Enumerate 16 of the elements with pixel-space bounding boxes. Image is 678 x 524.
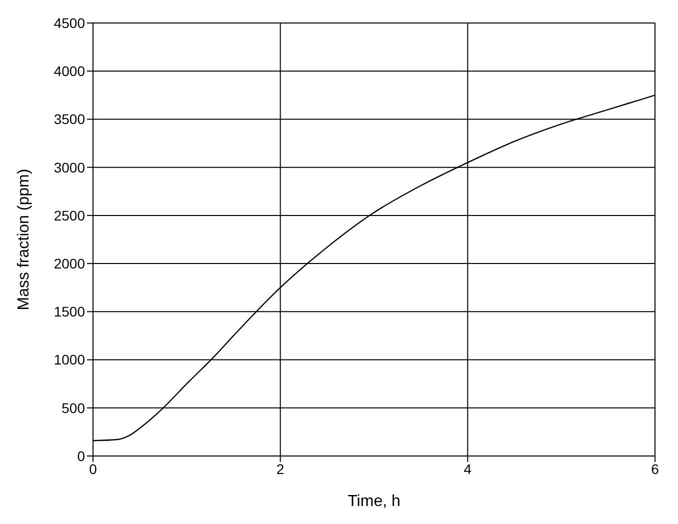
y-tick-label: 3500 xyxy=(54,111,86,128)
x-axis-title: Time, h xyxy=(348,493,400,510)
y-tick-label: 500 xyxy=(62,400,86,416)
y-tick-label: 2500 xyxy=(54,207,86,224)
y-tick-label: 1000 xyxy=(54,352,86,368)
y-tick-label: 4000 xyxy=(54,63,86,80)
y-axis-title: Mass fraction (ppm) xyxy=(16,168,33,310)
x-tick-label: 6 xyxy=(651,460,660,477)
y-tick-label: 0 xyxy=(77,448,86,464)
y-tick-label: 1500 xyxy=(54,304,86,320)
y-tick-label: 3000 xyxy=(54,159,86,176)
y-tick-label: 4500 xyxy=(54,14,86,31)
y-tick-label: 2000 xyxy=(54,256,86,272)
x-tick-label: 4 xyxy=(464,460,472,477)
x-tick-label: 2 xyxy=(276,460,284,477)
x-tick-label: 0 xyxy=(89,460,98,477)
